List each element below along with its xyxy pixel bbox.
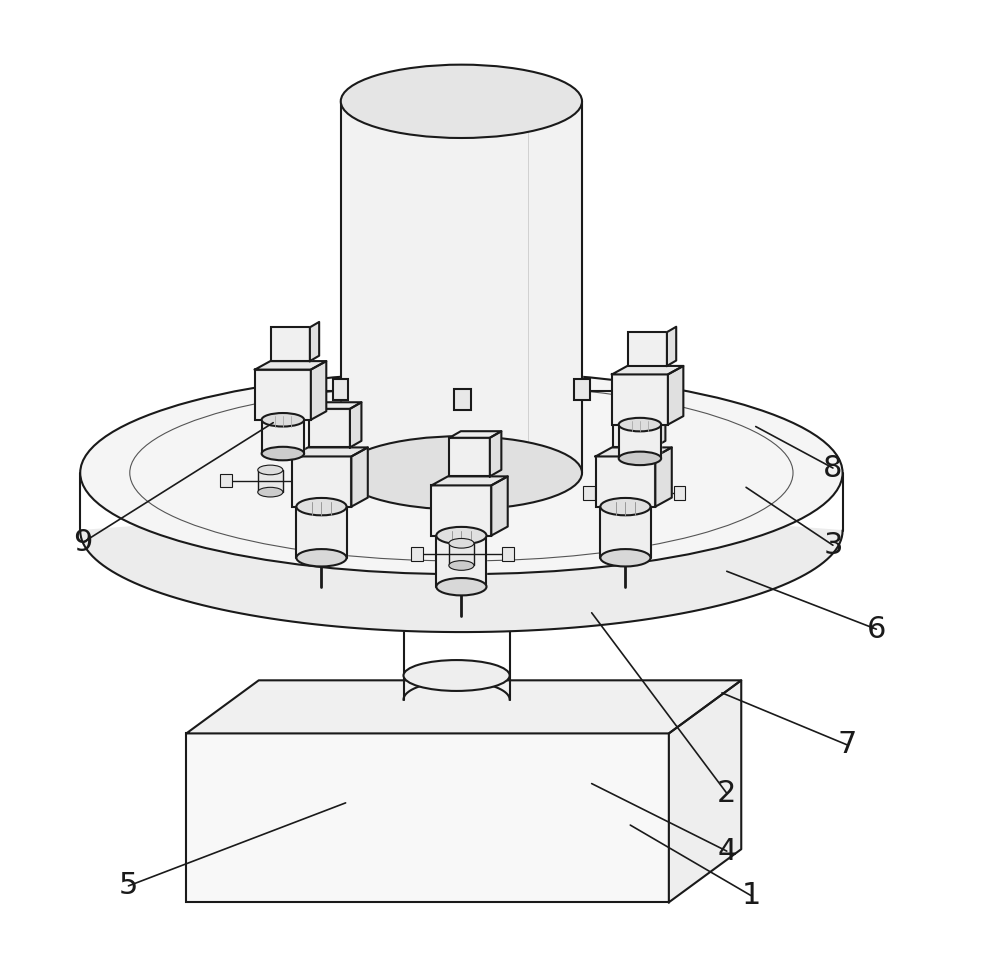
Bar <box>333 379 348 400</box>
Text: 9: 9 <box>73 528 93 557</box>
Text: 6: 6 <box>867 615 886 644</box>
Ellipse shape <box>296 498 347 515</box>
Ellipse shape <box>341 65 582 138</box>
Ellipse shape <box>341 436 582 510</box>
Bar <box>220 474 232 487</box>
Bar <box>502 547 514 561</box>
Bar <box>271 327 310 361</box>
Polygon shape <box>309 402 361 409</box>
Polygon shape <box>491 477 508 536</box>
Polygon shape <box>621 482 646 505</box>
Ellipse shape <box>600 549 651 566</box>
Ellipse shape <box>436 578 486 595</box>
Bar <box>674 486 685 500</box>
Bar <box>186 733 669 902</box>
Polygon shape <box>613 402 665 409</box>
Text: 1: 1 <box>741 881 761 910</box>
Ellipse shape <box>262 447 304 460</box>
Polygon shape <box>431 477 508 485</box>
Polygon shape <box>341 101 582 473</box>
Ellipse shape <box>404 597 510 628</box>
Polygon shape <box>351 448 368 507</box>
Text: 4: 4 <box>717 837 736 866</box>
Ellipse shape <box>600 498 651 515</box>
Polygon shape <box>262 420 304 454</box>
Bar <box>411 547 423 561</box>
Ellipse shape <box>262 413 304 427</box>
Polygon shape <box>655 448 672 507</box>
Polygon shape <box>258 470 283 492</box>
Bar <box>612 374 668 425</box>
Text: 5: 5 <box>119 871 138 900</box>
Ellipse shape <box>436 527 486 544</box>
Bar <box>431 485 491 536</box>
Bar <box>311 474 322 487</box>
Text: 8: 8 <box>823 454 843 482</box>
Bar <box>454 389 471 410</box>
Polygon shape <box>490 431 501 477</box>
Polygon shape <box>669 680 741 902</box>
Text: 2: 2 <box>717 779 736 808</box>
Text: 7: 7 <box>838 731 857 759</box>
Bar <box>292 456 351 507</box>
Polygon shape <box>292 448 368 456</box>
Text: 3: 3 <box>823 531 843 560</box>
Bar <box>583 486 595 500</box>
Polygon shape <box>449 431 501 438</box>
Ellipse shape <box>621 478 646 487</box>
Bar <box>596 456 655 507</box>
Polygon shape <box>186 680 741 733</box>
Polygon shape <box>449 543 474 565</box>
Ellipse shape <box>449 538 474 548</box>
Ellipse shape <box>619 418 661 431</box>
Polygon shape <box>80 372 843 632</box>
Polygon shape <box>350 402 361 448</box>
Polygon shape <box>311 361 326 420</box>
Bar <box>628 332 667 366</box>
Ellipse shape <box>404 660 510 691</box>
Ellipse shape <box>621 500 646 510</box>
Ellipse shape <box>80 372 843 574</box>
Ellipse shape <box>619 452 661 465</box>
Polygon shape <box>667 327 676 366</box>
Polygon shape <box>596 448 672 456</box>
Bar <box>449 438 490 477</box>
Polygon shape <box>255 361 326 370</box>
Polygon shape <box>619 425 661 458</box>
Ellipse shape <box>258 487 283 497</box>
Bar <box>574 379 590 400</box>
Ellipse shape <box>258 465 283 475</box>
Polygon shape <box>654 402 665 448</box>
Polygon shape <box>296 507 347 558</box>
Polygon shape <box>436 536 486 587</box>
Ellipse shape <box>449 561 474 570</box>
Polygon shape <box>612 366 683 374</box>
Bar <box>255 370 311 420</box>
Polygon shape <box>668 366 683 425</box>
Bar <box>309 409 350 448</box>
Ellipse shape <box>296 549 347 566</box>
Bar <box>613 409 654 448</box>
Polygon shape <box>310 322 319 361</box>
Polygon shape <box>600 507 651 558</box>
